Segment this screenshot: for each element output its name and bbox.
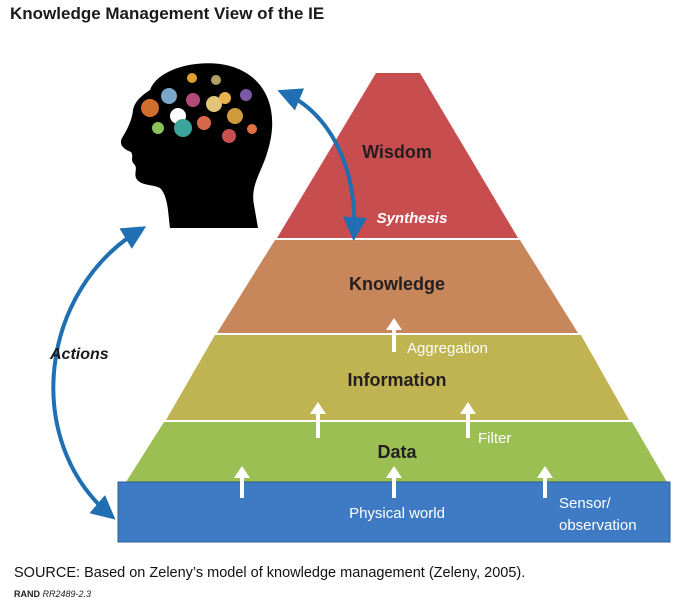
filter-label: Filter (478, 430, 511, 447)
rand-brand: RAND (14, 589, 40, 599)
rand-code: RR2489-2.3 (42, 589, 92, 599)
page-title: Knowledge Management View of the IE (10, 4, 325, 23)
synthesis-feedback-arrow (277, 88, 368, 242)
synthesis-label: Synthesis (377, 210, 448, 227)
upward-arrow-icon (234, 466, 250, 498)
wisdom-label: Wisdom (362, 142, 432, 162)
source-note: SOURCE: Based on Zeleny’s model of knowl… (14, 565, 526, 581)
pyramid-level-information (166, 335, 629, 420)
upward-arrow-icon (386, 466, 402, 498)
actions-cycle-arrow (51, 226, 147, 520)
aggregation-label: Aggregation (407, 340, 488, 357)
pyramid-level-data (126, 422, 667, 482)
upward-arrow-icon (460, 402, 476, 438)
upward-arrow-icon (537, 466, 553, 498)
actions-label: Actions (49, 346, 109, 363)
pyramid-level-knowledge (217, 240, 578, 333)
data-label: Data (377, 442, 417, 462)
rand-report-id: RAND RR2489-2.3 (14, 589, 91, 599)
knowledge-pyramid-diagram: Wisdom Knowledge Information Data Synthe… (49, 63, 671, 543)
knowledge-label: Knowledge (349, 274, 445, 294)
physical-world-label: Physical world (349, 505, 445, 522)
observation-label: observation (559, 517, 637, 534)
sensor-label: Sensor/ (559, 495, 612, 512)
upward-arrow-icon (386, 318, 402, 352)
upward-arrow-icon (310, 402, 326, 438)
information-label: Information (348, 370, 447, 390)
head-with-gears-icon (120, 63, 273, 228)
